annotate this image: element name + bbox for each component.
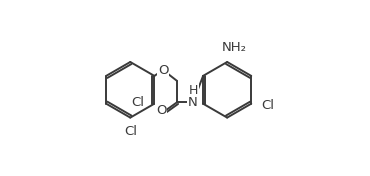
Text: N: N xyxy=(188,96,198,109)
Text: Cl: Cl xyxy=(261,99,274,112)
Text: NH₂: NH₂ xyxy=(222,41,247,54)
Text: H: H xyxy=(189,84,198,97)
Text: Cl: Cl xyxy=(131,96,145,109)
Text: O: O xyxy=(156,104,166,117)
Text: Cl: Cl xyxy=(125,125,138,138)
Text: O: O xyxy=(158,64,168,77)
